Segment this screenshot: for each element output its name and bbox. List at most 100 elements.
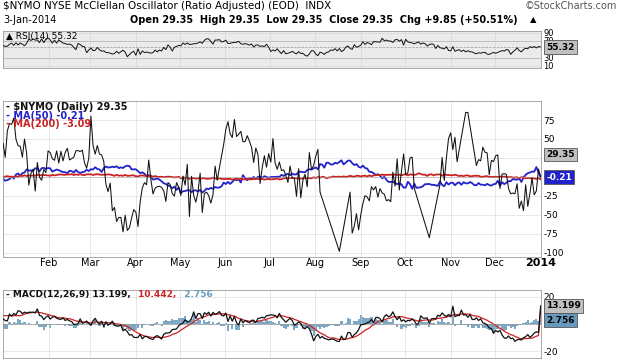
Bar: [370, 317, 373, 324]
Bar: [445, 323, 448, 324]
Text: - MA(200) -3.09: - MA(200) -3.09: [6, 120, 91, 129]
Bar: [276, 324, 278, 325]
Bar: [249, 324, 250, 325]
Bar: [484, 324, 486, 328]
Bar: [135, 324, 137, 330]
Bar: [441, 319, 443, 324]
Bar: [264, 322, 265, 324]
Bar: [327, 324, 330, 326]
Text: - $NYMO (Daily) 29.35: - $NYMO (Daily) 29.35: [6, 102, 127, 112]
Bar: [171, 319, 174, 324]
Bar: [330, 324, 332, 325]
Bar: [293, 324, 295, 330]
Bar: [49, 324, 51, 328]
Bar: [527, 320, 529, 324]
Bar: [417, 324, 420, 326]
Bar: [259, 321, 261, 324]
Bar: [210, 324, 212, 325]
Bar: [4, 324, 6, 329]
Text: 29.35: 29.35: [546, 150, 575, 159]
Bar: [396, 324, 398, 327]
Bar: [21, 323, 24, 324]
Bar: [51, 324, 53, 325]
Bar: [77, 324, 79, 326]
Bar: [319, 324, 321, 329]
Bar: [182, 318, 184, 324]
Bar: [467, 324, 469, 327]
Bar: [386, 320, 388, 324]
Bar: [452, 315, 454, 324]
Bar: [383, 321, 386, 324]
Bar: [436, 321, 439, 324]
Bar: [426, 322, 428, 324]
Bar: [221, 324, 223, 325]
Bar: [105, 323, 107, 324]
Bar: [477, 324, 480, 328]
Bar: [236, 324, 237, 329]
Bar: [133, 324, 135, 330]
Bar: [514, 324, 516, 329]
Bar: [347, 318, 349, 324]
Bar: [321, 324, 323, 327]
Bar: [124, 324, 126, 327]
Bar: [443, 322, 445, 324]
Bar: [205, 323, 208, 324]
Bar: [43, 324, 45, 330]
Bar: [317, 324, 319, 327]
Bar: [304, 324, 306, 329]
Bar: [381, 324, 383, 325]
Bar: [334, 324, 336, 326]
Bar: [355, 321, 358, 324]
Bar: [389, 322, 392, 324]
Bar: [366, 318, 368, 324]
Bar: [24, 322, 25, 324]
Bar: [184, 316, 186, 324]
Bar: [312, 324, 315, 336]
Bar: [480, 324, 482, 325]
Bar: [323, 324, 326, 328]
Bar: [360, 315, 362, 324]
Bar: [131, 324, 133, 329]
Bar: [169, 321, 171, 324]
Bar: [6, 324, 9, 329]
Text: - MA(50) -0.21: - MA(50) -0.21: [6, 111, 84, 121]
Bar: [99, 324, 100, 326]
Bar: [439, 322, 441, 324]
Bar: [456, 324, 458, 325]
Bar: [332, 324, 334, 325]
Bar: [190, 319, 193, 324]
Bar: [2, 324, 4, 327]
Bar: [58, 324, 60, 325]
Bar: [255, 324, 257, 325]
Bar: [113, 324, 115, 326]
Text: 2.756: 2.756: [178, 291, 213, 300]
Bar: [86, 323, 87, 324]
Bar: [505, 324, 507, 330]
Bar: [298, 324, 299, 325]
Text: - MACD(12,26,9) 13.199,: - MACD(12,26,9) 13.199,: [6, 291, 131, 300]
Bar: [525, 322, 527, 324]
Bar: [87, 324, 90, 325]
Bar: [237, 324, 240, 330]
Bar: [118, 324, 120, 326]
Bar: [94, 320, 96, 324]
Bar: [250, 323, 252, 324]
Bar: [75, 324, 77, 328]
Bar: [195, 322, 197, 324]
Bar: [518, 324, 520, 325]
Bar: [523, 323, 525, 324]
Bar: [126, 324, 128, 329]
Bar: [92, 322, 94, 324]
Bar: [137, 324, 139, 328]
Bar: [71, 324, 73, 326]
Bar: [520, 324, 523, 325]
Bar: [302, 324, 304, 329]
Bar: [109, 324, 111, 325]
Bar: [122, 324, 124, 330]
Text: ©StockCharts.com: ©StockCharts.com: [525, 1, 617, 11]
Bar: [388, 323, 389, 324]
Bar: [175, 320, 178, 324]
Bar: [19, 320, 21, 324]
Bar: [202, 324, 203, 325]
Bar: [60, 324, 62, 325]
